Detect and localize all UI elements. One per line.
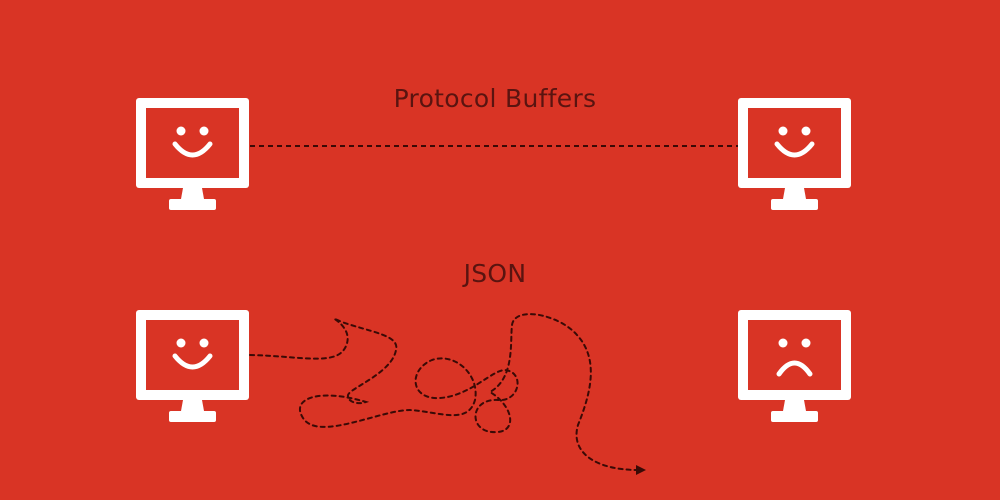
monitor-icon: [738, 310, 851, 422]
protocol-buffers-label: Protocol Buffers: [393, 84, 597, 113]
monitor-icon: [738, 98, 851, 210]
monitor-icon: [136, 98, 249, 210]
bottom-left-computer: [136, 310, 249, 422]
json-connection-path: [249, 313, 639, 471]
monitor-icon: [136, 310, 249, 422]
json-label: JSON: [463, 259, 527, 288]
top-left-computer: [136, 98, 249, 210]
bottom-right-computer: [738, 310, 851, 422]
top-right-computer: [738, 98, 851, 210]
arrowhead-icon: [636, 465, 646, 475]
